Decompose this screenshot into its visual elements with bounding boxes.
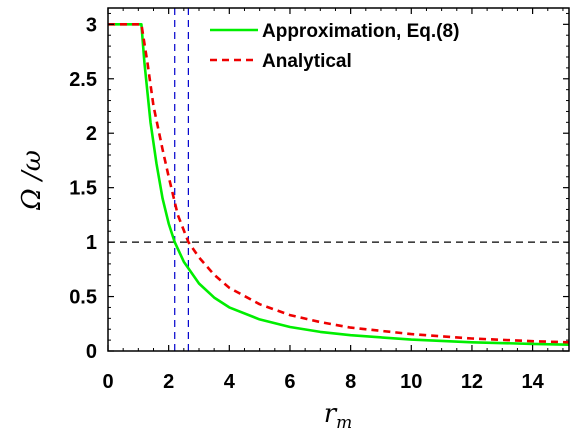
x-tick-label: 12 [461,371,483,393]
x-tick-label: 0 [102,371,113,393]
x-axis-label-subscript: m [336,413,352,433]
y-tick-label: 2 [86,123,97,145]
series-line-1 [108,22,570,344]
y-tick-label: 0 [86,341,97,363]
x-axis-label: rm [324,399,353,433]
x-tick-label: 4 [224,371,236,393]
legend: Approximation, Eq.(8) Analytical [210,21,459,72]
x-axis-label-main: r [324,399,338,429]
y-tick-label: 1.5 [69,178,97,200]
y-tick-label: 0.5 [69,287,97,309]
y-tick-label: 3 [86,14,97,36]
series-line-0 [108,22,570,346]
y-axis-label: Ω /ω [17,150,47,211]
legend-label-1: Analytical [262,51,352,72]
reference-lines [108,8,569,351]
x-tick-label: 14 [521,371,544,393]
y-tick-label: 2.5 [69,69,97,91]
x-tick-label: 2 [163,371,174,393]
plot-frame [107,7,570,352]
legend-label-0: Approximation, Eq.(8) [262,21,459,42]
x-tick-label: 8 [345,371,356,393]
x-tick-label: 6 [284,371,295,393]
series-lines [108,22,570,346]
y-tick-label: 1 [86,232,97,254]
axis-ticks: 0 2 4 6 8 10 12 14 0 0.5 1 1.5 2 2.5 3 [69,8,569,393]
x-tick-label: 10 [400,371,422,393]
